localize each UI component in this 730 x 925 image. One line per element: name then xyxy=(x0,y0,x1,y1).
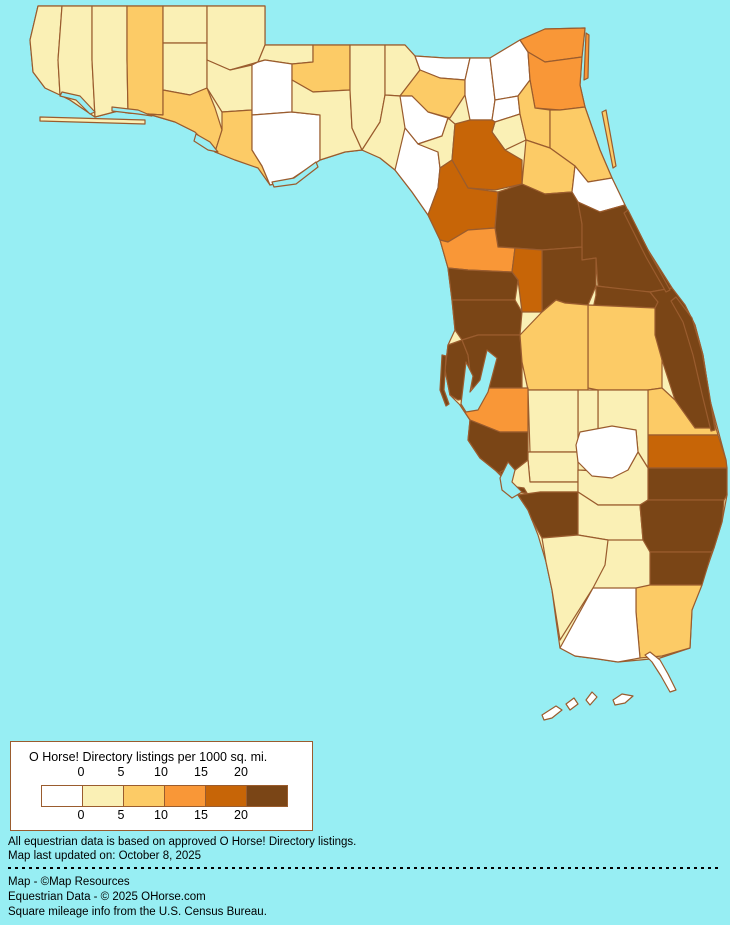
region-wakulla xyxy=(291,79,363,161)
region-desoto xyxy=(527,451,579,483)
region-jacksonville-barrier xyxy=(583,32,590,81)
note-data-source: All equestrian data is based on approved… xyxy=(8,836,357,848)
note-last-updated: Map last updated on: October 8, 2025 xyxy=(8,850,202,862)
water-apalachicola-bay xyxy=(271,161,319,188)
legend-tick-label: 20 xyxy=(234,765,248,779)
region-volusia-barrier xyxy=(623,209,671,293)
region-osceola xyxy=(587,304,663,391)
legend-color-bar xyxy=(41,785,288,807)
region-miami-dade xyxy=(635,584,703,659)
region-lake-okeechobee xyxy=(575,425,639,479)
region-pasco xyxy=(451,299,523,341)
water-choctawhatchee-bay xyxy=(111,106,153,117)
region-marion xyxy=(494,183,583,251)
legend-tick-label: 10 xyxy=(154,765,168,779)
region-hardee xyxy=(527,389,579,453)
legend-swatch-b3 xyxy=(164,785,206,807)
region-palm-beach xyxy=(639,499,725,553)
credit-map-source: Map - ©Map Resources xyxy=(8,876,130,888)
region-st-johns-barrier xyxy=(601,109,617,169)
legend-swatch-b4 xyxy=(205,785,247,807)
legend-swatch-b5 xyxy=(246,785,288,807)
credit-census: Square mileage info from the U.S. Census… xyxy=(8,906,267,918)
region-lee xyxy=(517,491,579,539)
legend-swatch-b2 xyxy=(123,785,165,807)
legend-ticks-bottom: 0 5 10 15 20 xyxy=(11,808,312,822)
region-liberty xyxy=(251,59,293,116)
legend-tick-label: 5 xyxy=(117,808,125,822)
region-martin xyxy=(647,467,728,501)
region-pinellas-barrier xyxy=(439,354,450,407)
water-st-andrew-bay xyxy=(193,133,219,153)
region-key-largo xyxy=(644,651,677,693)
credit-equestrian-data: Equestrian Data - © 2025 OHorse.com xyxy=(8,891,206,903)
region-walton xyxy=(126,5,164,116)
legend-tick-label: 15 xyxy=(194,808,208,822)
legend-tick-label: 0 xyxy=(77,808,85,822)
legend-title: O Horse! Directory listings per 1000 sq.… xyxy=(29,750,268,764)
legend-tick-label: 0 xyxy=(77,765,85,779)
legend-tick-label: 20 xyxy=(234,808,248,822)
region-okaloosa xyxy=(91,5,129,118)
legend-tick-label: 10 xyxy=(154,808,168,822)
legend-ticks-top: 0 5 10 15 20 xyxy=(11,765,312,779)
region-duval xyxy=(527,51,586,111)
region-broward xyxy=(649,551,713,586)
region-escambia xyxy=(29,5,63,96)
region-st-lucie xyxy=(647,434,728,469)
region-key-4 xyxy=(612,693,634,706)
legend-swatch-b0 xyxy=(41,785,83,807)
region-hernando xyxy=(447,267,519,301)
region-polk xyxy=(519,299,589,391)
region-brevard-barrier xyxy=(670,296,716,432)
legend-swatch-b1 xyxy=(82,785,124,807)
legend-tick-label: 15 xyxy=(194,765,208,779)
water-tampa-bay xyxy=(460,349,498,413)
legend-tick-label: 5 xyxy=(117,765,125,779)
legend-box: O Horse! Directory listings per 1000 sq.… xyxy=(10,741,313,831)
region-santa-rosa-island xyxy=(39,116,146,125)
region-monroe-mainland xyxy=(559,587,641,663)
region-key-2 xyxy=(565,697,579,711)
region-columbia xyxy=(464,57,496,121)
region-key-1 xyxy=(541,705,563,721)
region-holmes xyxy=(162,5,208,44)
region-washington xyxy=(162,42,208,96)
water-charlotte-harbor xyxy=(499,461,523,499)
region-jackson xyxy=(206,5,266,71)
dashed-separator xyxy=(8,867,722,869)
region-key-3 xyxy=(585,691,598,706)
water-pensacola-bay xyxy=(59,91,96,115)
